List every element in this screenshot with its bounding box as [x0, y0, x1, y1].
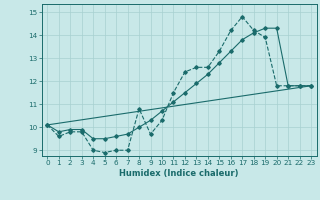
- X-axis label: Humidex (Indice chaleur): Humidex (Indice chaleur): [119, 169, 239, 178]
